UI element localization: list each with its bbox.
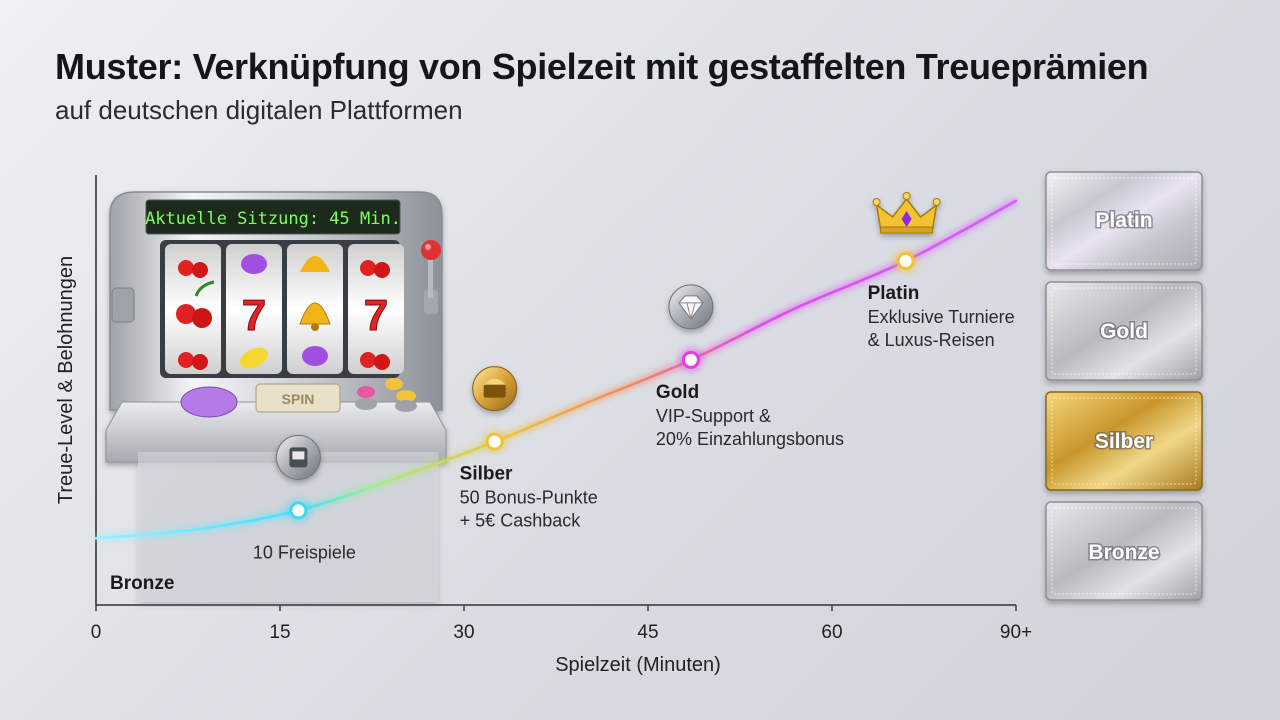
tier-card-gold: Gold (1045, 281, 1203, 381)
x-tick-label: 60 (821, 622, 842, 643)
chart-subtitle: auf deutschen digitalen Plattformen (55, 95, 463, 125)
x-tick-label: 0 (91, 622, 102, 643)
milestone-tier-title: Gold (656, 382, 699, 403)
milestone-markers: 10 Freispiele Silber 50 Bonus-Punkte + 5€ C… (253, 192, 1015, 562)
milestone-point (289, 501, 308, 520)
x-axis-title: Spielzeit (Minuten) (555, 654, 721, 676)
tier-card-label: Silber (1095, 430, 1153, 453)
tier-card-bronze: Bronze (1045, 501, 1203, 601)
milestone: Platin Exklusive Turniere & Luxus-Reisen (868, 192, 1015, 350)
slot-icon (275, 434, 321, 480)
cherry-icon (360, 352, 376, 368)
milestone-reward-text: 50 Bonus-Punkte (460, 488, 598, 508)
tier-card-silber: Silber (1045, 391, 1203, 491)
bronze-start-label: Bronze (110, 573, 174, 594)
plum-icon (241, 254, 267, 274)
diamond-icon (668, 284, 714, 330)
milestone-reward-text: & Luxus-Reisen (868, 330, 995, 350)
seven-icon: 7 (242, 291, 266, 340)
seven-icon: 7 (364, 291, 388, 340)
tier-card-label: Gold (1100, 320, 1148, 343)
milestone: 10 Freispiele (253, 434, 356, 562)
cherry-icon (176, 304, 196, 324)
spin-button[interactable] (255, 383, 341, 413)
x-tick-label: 45 (637, 622, 658, 643)
spin-label: SPIN (282, 391, 315, 407)
bell-icon (300, 256, 330, 272)
crown-icon (872, 192, 941, 234)
small-button[interactable] (385, 378, 403, 390)
milestone-point (896, 252, 915, 270)
y-axis-title: Treue-Level & Belohnungen (55, 256, 77, 504)
x-tick-label: 90+ (1000, 622, 1032, 643)
slot-machine-illustration: Aktuelle Sitzung: 45 Min. 7 7 (105, 191, 447, 602)
milestone-reward-text: Exklusive Turniere (868, 307, 1015, 327)
milestone-reward-text: + 5€ Cashback (460, 511, 582, 531)
lemon-icon (239, 347, 269, 369)
cherry-icon (178, 352, 194, 368)
milestone-reward-text: 10 Freispiele (253, 542, 356, 562)
plum-icon (302, 346, 328, 366)
milestone-tier-title: Silber (460, 464, 513, 485)
treasure-chest-icon (472, 366, 518, 412)
milestone: Gold VIP-Support & 20% Einzahlungsbonus (656, 284, 844, 449)
tier-card-label: Bronze (1088, 541, 1159, 564)
chart-title: Muster: Verknüpfung von Spielzeit mit ge… (55, 46, 1149, 87)
cherry-icon (178, 260, 194, 276)
tier-card-label: Platin (1095, 209, 1152, 232)
x-tick-label: 15 (269, 622, 290, 643)
x-tick-label: 30 (453, 622, 474, 643)
bet-button[interactable] (180, 386, 238, 418)
cherry-icon (360, 260, 376, 276)
milestone-tier-title: Platin (868, 283, 920, 304)
x-axis-ticks: 0 15 30 45 60 90+ (91, 605, 1032, 643)
bell-icon (299, 302, 331, 325)
milestone-reward-text: 20% Einzahlungsbonus (656, 429, 844, 449)
lever-handle[interactable] (421, 240, 441, 314)
tier-card-platin: Platin (1045, 171, 1203, 271)
tier-cards: Platin Gold Silber Bronze (1045, 171, 1203, 601)
milestone-reward-text: VIP-Support & (656, 406, 771, 426)
milestone-point (681, 350, 700, 369)
small-button[interactable] (357, 386, 375, 398)
session-display-text: Aktuelle Sitzung: 45 Min. (145, 209, 401, 229)
progress-curve (94, 199, 1018, 540)
milestone-point (485, 432, 504, 451)
milestone: Silber 50 Bonus-Punkte + 5€ Cashback (460, 366, 598, 531)
slot-reels: 7 7 (165, 244, 404, 374)
